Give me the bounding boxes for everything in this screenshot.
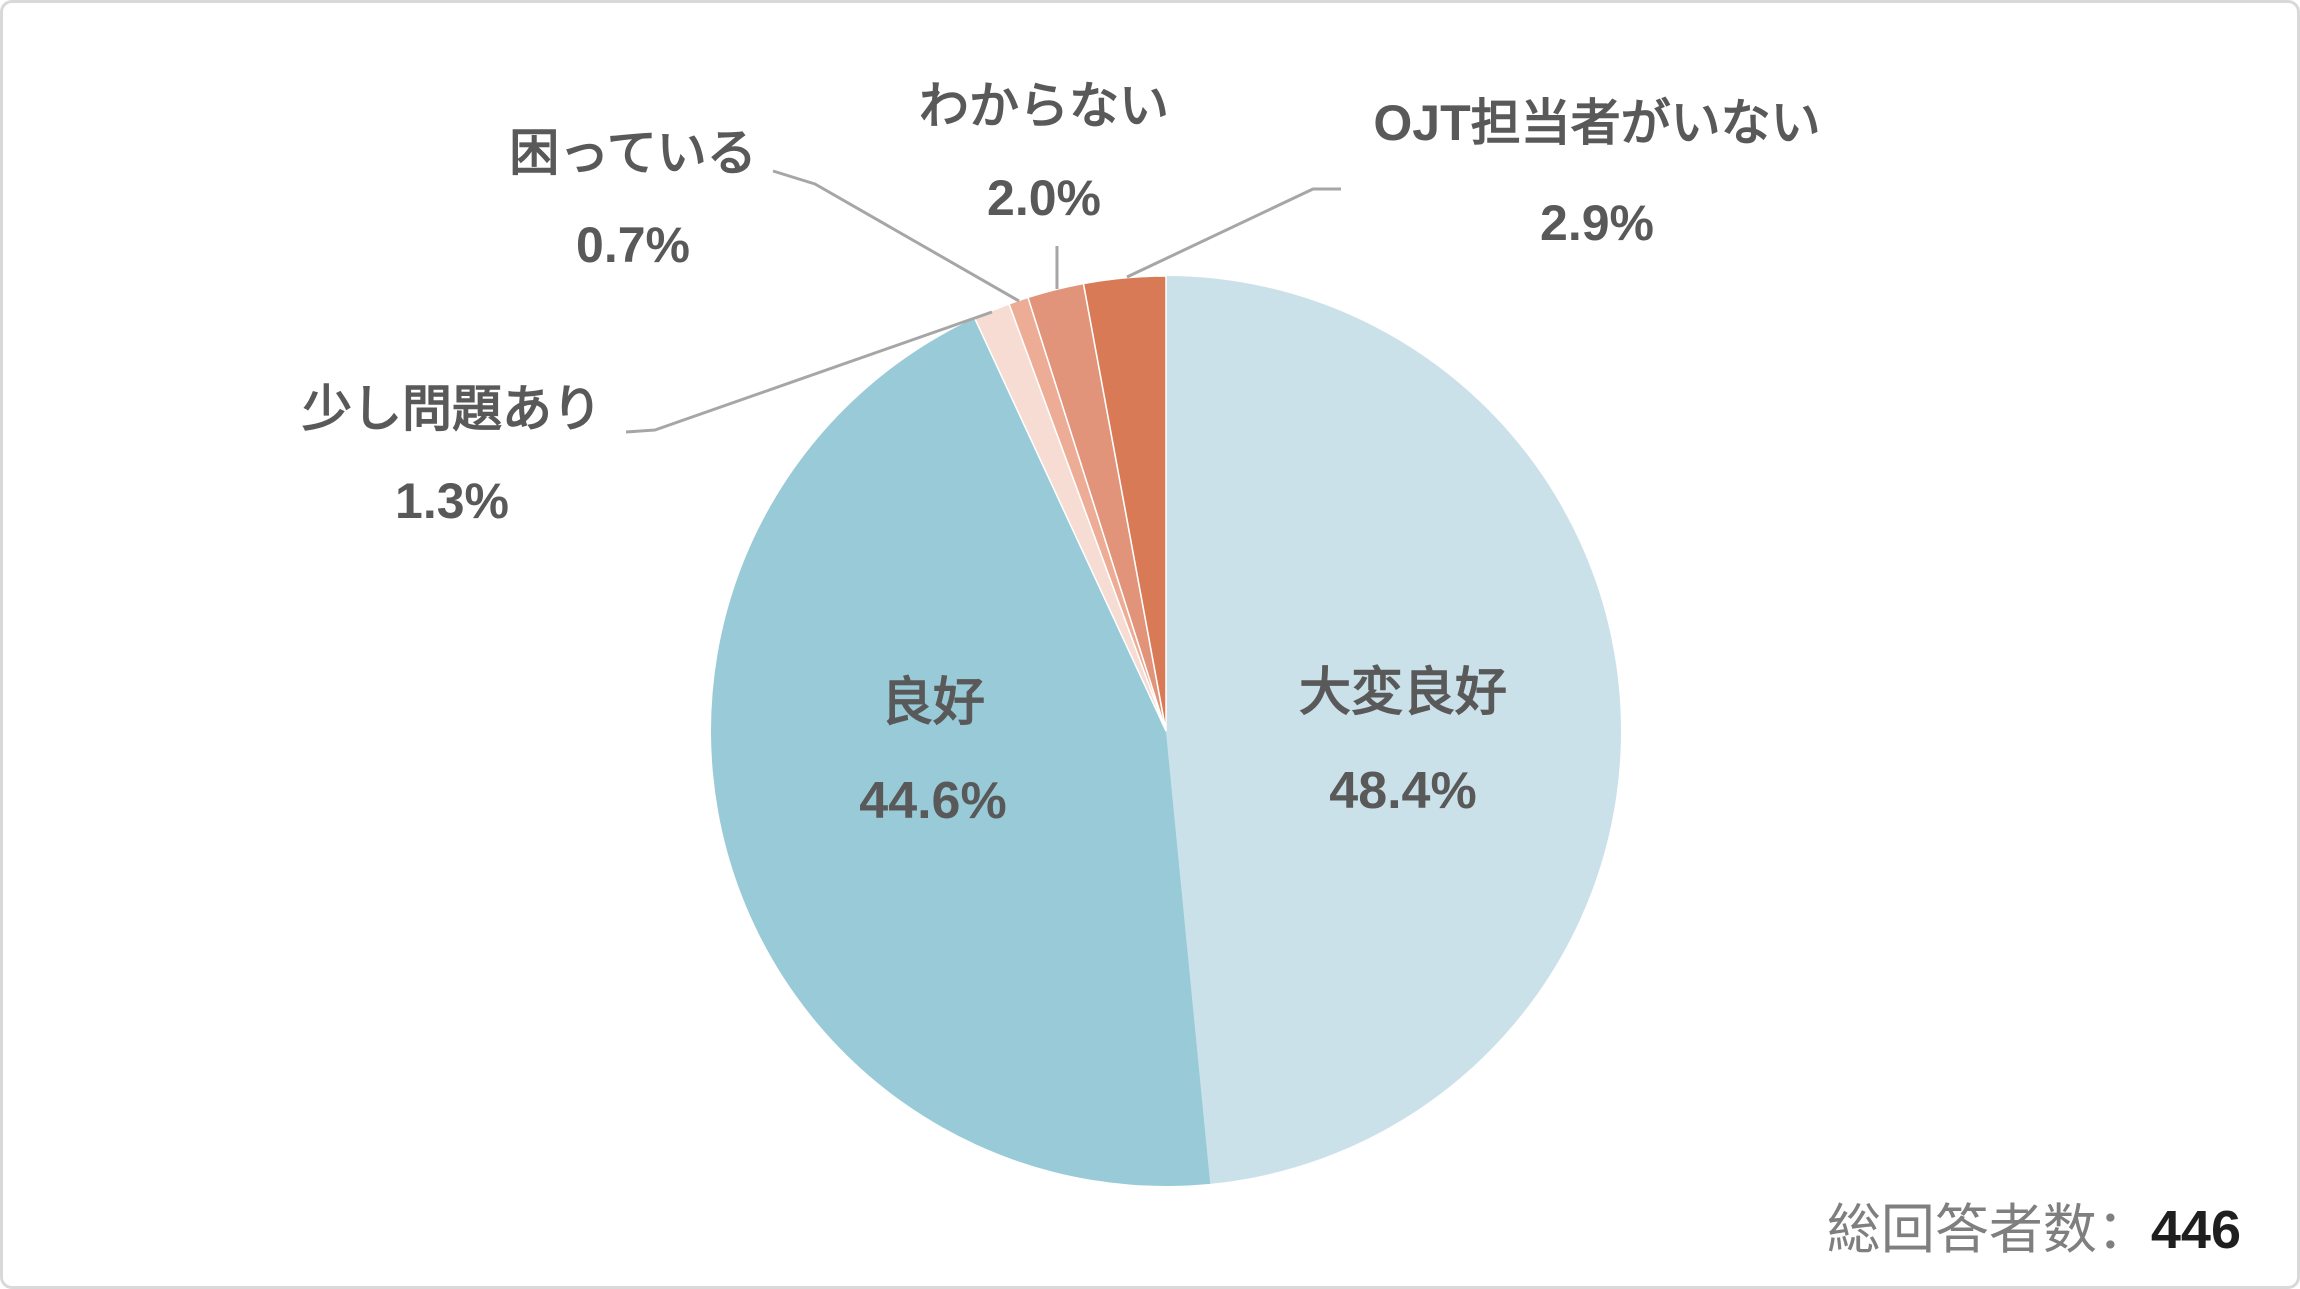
leader-line-ojt	[1126, 187, 1341, 279]
total-respondents: 総回答者数：446	[1827, 1185, 2241, 1264]
pie-slice-1	[711, 318, 1211, 1187]
slice-percent: 0.7%	[576, 217, 690, 273]
callout-label-sukoshi-mondai: 少し問題あり 1.3%	[302, 363, 602, 547]
pie-chart	[625, 169, 1622, 1187]
inpie-label-ryoko: 良好 44.6%	[859, 654, 1006, 850]
callout-label-wakaranai: わからない 2.0%	[919, 60, 1169, 244]
total-respondents-value: 446	[2150, 1200, 2241, 1260]
slice-name: 困っている	[509, 125, 757, 181]
slice-name: わからない	[919, 78, 1169, 134]
slice-percent: 2.9%	[1540, 195, 1654, 251]
slice-percent: 48.4%	[1329, 762, 1477, 820]
callout-label-komatteiru: 困っている 0.7%	[509, 107, 757, 291]
pie-slice-5	[1082, 275, 1167, 732]
slice-name: 良好	[880, 674, 986, 732]
total-respondents-label: 総回答者数：	[1826, 1200, 2151, 1260]
slice-percent: 2.0%	[987, 170, 1101, 226]
slice-name: OJT担当者がいない	[1373, 95, 1821, 151]
leader-line-komatteiru	[772, 169, 1020, 303]
slice-percent: 1.3%	[395, 473, 509, 529]
inpie-label-taihen-ryoko: 大変良好 48.4%	[1299, 644, 1507, 840]
pie-slices	[711, 275, 1622, 1187]
callout-label-ojt: OJT担当者がいない 2.9%	[1373, 73, 1820, 273]
pie-slice-0	[1166, 276, 1622, 1184]
slice-name: 少し問題あり	[302, 381, 602, 437]
slice-percent: 44.6%	[859, 772, 1007, 830]
slice-name: 大変良好	[1298, 664, 1508, 722]
leader-line-sukoshi-mondai	[625, 310, 993, 434]
